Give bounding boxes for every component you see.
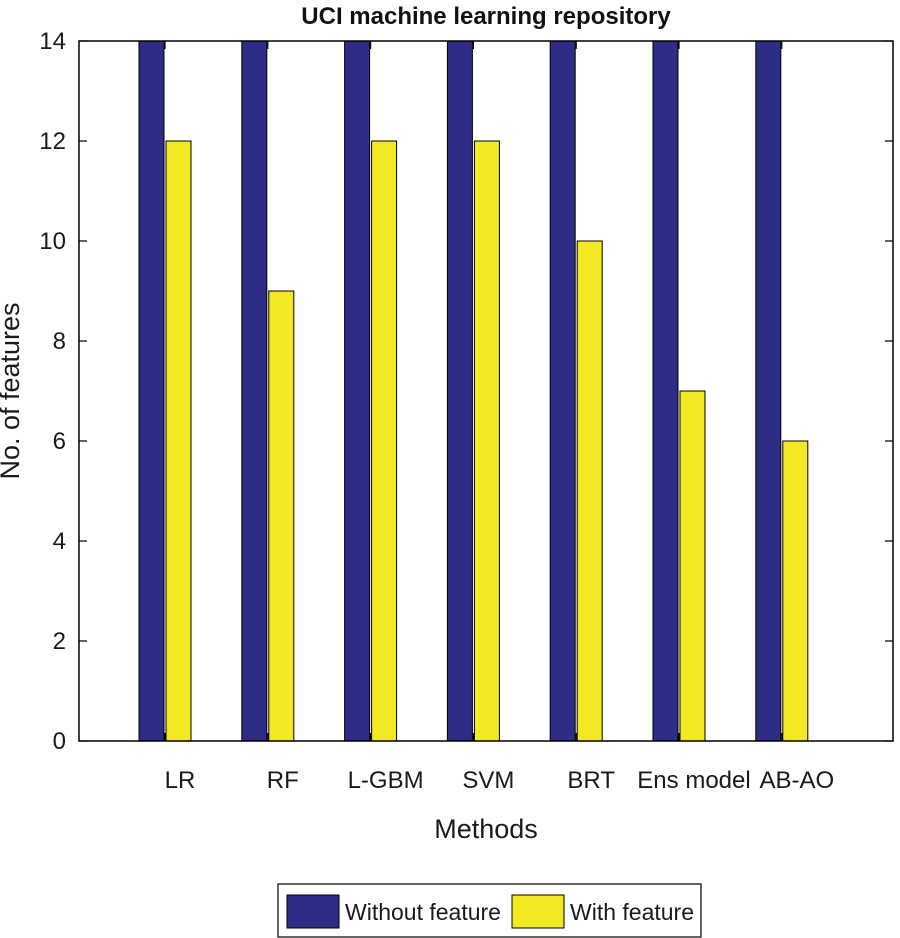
bar-ens-model-with-feature <box>679 390 706 742</box>
legend-label-with-feature: With feature <box>570 899 694 925</box>
y-tick-label: 2 <box>53 628 66 655</box>
bar-svm-without-feature <box>446 40 473 742</box>
legend-box <box>277 883 702 938</box>
legend: Without feature With feature <box>277 883 702 938</box>
plot-area-frame <box>78 40 894 742</box>
x-tick-label: SVM <box>462 767 514 794</box>
bar-rf-with-feature <box>268 290 295 742</box>
bar-brt-without-feature <box>549 40 576 742</box>
bar-ens-model-without-feature <box>652 40 679 742</box>
x-tick-label: Ens model <box>637 767 750 794</box>
bar-lr-without-feature <box>138 40 165 742</box>
bar-lr-with-feature <box>165 140 192 742</box>
y-axis-label: No. of features <box>0 302 25 479</box>
y-tick-label: 14 <box>39 28 66 55</box>
bars-group <box>138 40 809 742</box>
x-tick-label: LR <box>165 767 196 794</box>
legend-label-without-feature: Without feature <box>345 899 501 925</box>
x-axis-ticks: LR RF L-GBM SVM BRT Ens model AB-AO <box>164 41 834 794</box>
x-tick-label: AB-AO <box>759 767 834 794</box>
y-tick-label: 0 <box>53 728 66 755</box>
y-tick-label: 8 <box>53 328 66 355</box>
x-tick-label: L-GBM <box>348 767 424 794</box>
bar-l-gbm-with-feature <box>371 140 398 742</box>
y-tick-label: 12 <box>39 128 66 155</box>
x-tick-label: BRT <box>567 767 615 794</box>
y-tick-label: 6 <box>53 428 66 455</box>
bar-l-gbm-without-feature <box>344 40 371 742</box>
bar-rf-without-feature <box>241 40 268 742</box>
chart-title: UCI machine learning repository <box>301 3 671 30</box>
legend-swatch-with-feature <box>511 894 565 929</box>
bar-ab-ao-without-feature <box>755 40 782 742</box>
x-tick-label: RF <box>267 767 299 794</box>
y-axis-ticks: 0 2 4 6 8 10 12 14 <box>39 28 893 755</box>
y-tick-label: 4 <box>53 528 66 555</box>
bar-ab-ao-with-feature <box>782 440 809 742</box>
y-tick-label: 10 <box>39 228 66 255</box>
legend-swatch-without-feature <box>286 894 340 929</box>
bar-brt-with-feature <box>576 240 603 742</box>
x-axis-label: Methods <box>434 814 538 844</box>
bar-svm-with-feature <box>473 140 500 742</box>
